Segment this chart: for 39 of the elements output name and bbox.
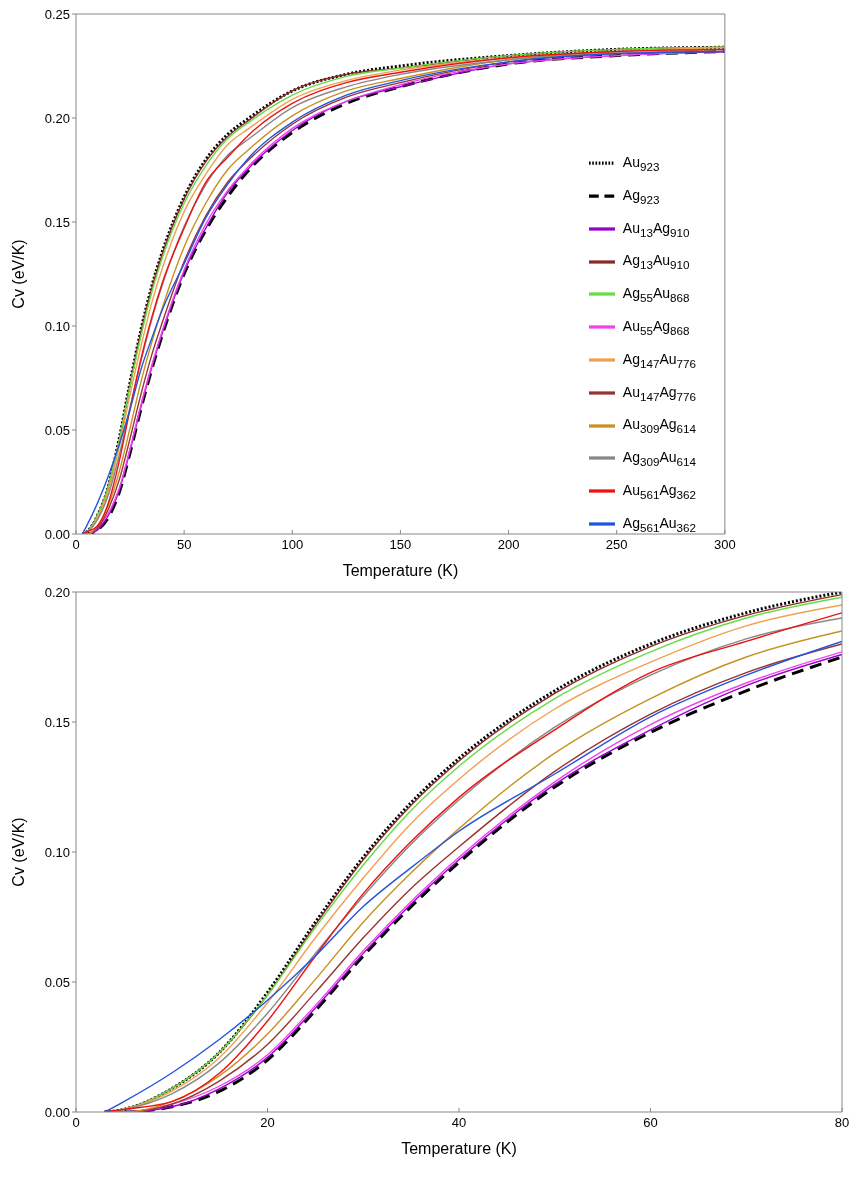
y-tick-label: 0.05 [44, 422, 70, 438]
y-tick-label: 0.20 [44, 110, 70, 126]
y-tick-label: 0.10 [44, 844, 70, 860]
y-tick-label: 0.25 [44, 6, 70, 22]
legend-label: Au$_{561}$Ag$_{362}$ [622, 481, 696, 501]
x-tick-label: 100 [281, 537, 304, 553]
legend-label: Ag$_{147}$Au$_{776}$ [622, 350, 696, 370]
legend-label: Ag$_{923}$ [622, 186, 660, 206]
y-axis-title: Cv (eV/K) [9, 239, 27, 309]
x-tick-label: 300 [713, 537, 736, 553]
legend-label: Au$_{55}$Ag$_{868}$ [622, 317, 690, 337]
legend-label: Ag$_{561}$Au$_{362}$ [622, 514, 696, 534]
y-axis-title: Cv (eV/K) [9, 817, 27, 887]
x-tick-label: 80 [834, 1115, 850, 1131]
legend-label: Au$_{309}$Ag$_{614}$ [622, 416, 696, 436]
x-tick-label: 20 [260, 1115, 275, 1131]
y-tick-label: 0.10 [44, 318, 70, 334]
x-tick-label: 200 [497, 537, 520, 553]
legend-label: Au$_{147}$Ag$_{776}$ [622, 383, 696, 403]
y-tick-label: 0.00 [44, 1104, 70, 1120]
legend-label: Au$_{13}$Ag$_{910}$ [622, 219, 690, 239]
legend-label: Au$_{923}$ [622, 154, 660, 173]
x-axis-title: Temperature (K) [342, 562, 459, 579]
x-tick-label: 50 [176, 537, 192, 553]
legend-label: Ag$_{309}$Au$_{614}$ [622, 449, 696, 468]
x-tick-label: 150 [389, 537, 412, 553]
x-tick-label: 60 [643, 1115, 658, 1131]
y-tick-label: 0.00 [44, 526, 70, 542]
x-tick-label: 0 [72, 1115, 80, 1131]
legend-label: Ag$_{55}$Au$_{868}$ [622, 285, 690, 304]
y-tick-label: 0.05 [44, 974, 70, 990]
x-tick-label: 40 [451, 1115, 467, 1131]
legend-label: Ag$_{13}$Au$_{910}$ [622, 252, 690, 272]
y-tick-label: 0.15 [44, 714, 70, 730]
x-tick-label: 0 [72, 537, 80, 553]
x-tick-label: 250 [605, 537, 628, 553]
x-axis-title: Temperature (K) [401, 1140, 517, 1157]
y-tick-label: 0.15 [44, 214, 70, 230]
y-tick-label: 0.20 [44, 584, 70, 600]
